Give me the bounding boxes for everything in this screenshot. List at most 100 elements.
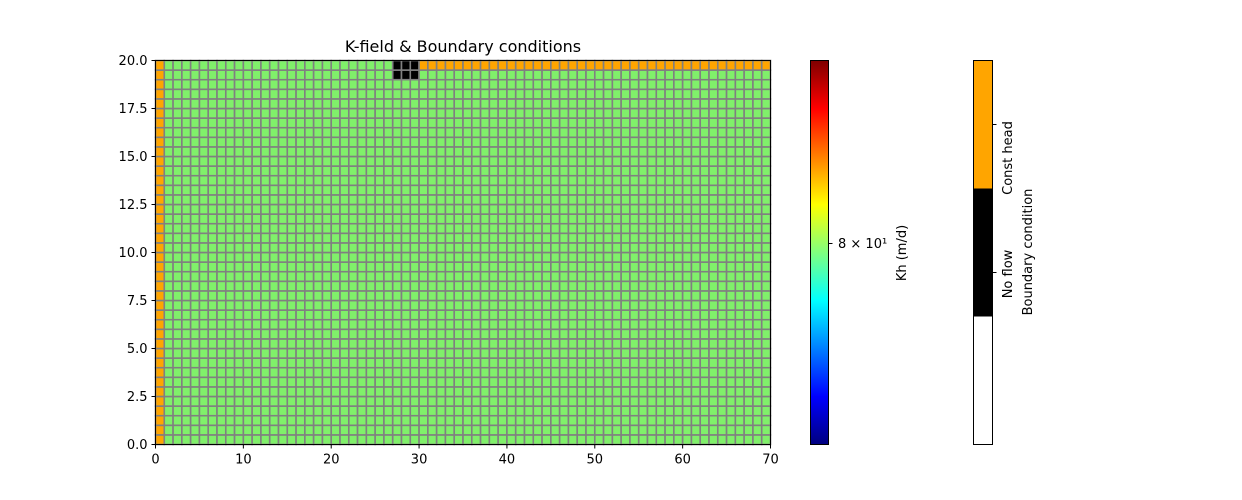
grid-cell: [198, 405, 210, 417]
grid-cell: [620, 155, 631, 167]
grid-cell: [163, 270, 174, 283]
grid-cells: [154, 59, 772, 446]
grid-cell: [567, 338, 579, 350]
grid-cell: [558, 126, 570, 139]
grid-cell: [708, 309, 719, 321]
grid-cell: [611, 126, 622, 139]
grid-cell: [427, 395, 438, 407]
grid-cell: [330, 59, 341, 71]
grid-cell: [321, 405, 333, 417]
grid-cell: [339, 309, 350, 321]
grid-cell: [198, 98, 210, 110]
grid-cell: [664, 136, 675, 148]
grid-cell: [312, 338, 324, 350]
grid-cell: [391, 165, 403, 177]
grid-cell: [383, 59, 394, 71]
grid-cell: [488, 98, 499, 110]
grid-cell: [629, 434, 640, 446]
grid-cell: [286, 424, 297, 436]
grid-cell: [462, 165, 473, 177]
grid-cell: [295, 280, 306, 292]
grid-cell: [286, 405, 297, 417]
grid-cell: [532, 146, 543, 158]
grid-cell: [418, 347, 429, 359]
grid-cell: [330, 165, 341, 177]
grid-cell: [312, 213, 324, 225]
grid-cell: [242, 165, 253, 177]
grid-cell: [497, 424, 508, 436]
grid-cell: [725, 366, 737, 379]
grid-cell: [233, 280, 245, 292]
grid-cell: [233, 261, 245, 273]
grid-cell: [532, 424, 543, 436]
grid-cell: [321, 98, 333, 110]
grid-cell: [374, 280, 385, 292]
grid-cell: [743, 424, 754, 436]
grid-cell: [321, 222, 333, 235]
grid-cell: [418, 318, 429, 331]
grid-cell: [506, 69, 517, 81]
grid-cell: [725, 184, 737, 196]
grid-cell: [699, 299, 710, 311]
grid-cell: [550, 242, 561, 254]
y-tick-label: 2.5: [127, 390, 148, 405]
grid-cell: [506, 357, 517, 369]
grid-cell: [558, 184, 570, 196]
grid-cell: [690, 251, 702, 263]
grid-cell: [198, 290, 210, 302]
grid-cell: [277, 222, 289, 235]
grid-cell: [216, 213, 227, 225]
grid-cell: [251, 395, 262, 407]
grid-cell: [418, 251, 429, 263]
grid-cell: [189, 117, 201, 129]
grid-cell: [286, 107, 297, 119]
grid-cell: [347, 395, 359, 407]
grid-cell: [427, 117, 438, 129]
grid-cell: [304, 386, 315, 398]
grid-cell: [760, 357, 772, 369]
grid-cell: [550, 155, 561, 167]
grid-cell: [567, 184, 579, 196]
grid-cell: [251, 155, 262, 167]
grid-cell: [409, 251, 420, 263]
grid-cell: [374, 59, 385, 71]
grid-cell: [189, 59, 201, 71]
grid-cell: [356, 203, 368, 215]
grid-cell-const-head: [154, 78, 166, 91]
grid-cell: [532, 98, 543, 110]
grid-cell: [391, 184, 403, 196]
grid-cell: [681, 98, 693, 110]
grid-cell: [576, 251, 587, 263]
grid-cell: [620, 434, 631, 446]
grid-cell-const-head: [576, 59, 587, 71]
grid-cell: [233, 165, 245, 177]
grid-cell: [207, 146, 218, 158]
grid-cell: [637, 78, 649, 91]
grid-cell: [655, 213, 666, 225]
grid-cell: [479, 222, 491, 235]
grid-cell: [295, 309, 306, 321]
grid-cell: [541, 309, 552, 321]
grid-cell: [198, 424, 210, 436]
grid-cell: [558, 155, 570, 167]
grid-cell: [260, 251, 271, 263]
grid-cell: [629, 88, 640, 100]
grid-cell: [470, 184, 482, 196]
grid-cell: [163, 155, 174, 167]
grid-cell: [532, 174, 543, 187]
grid-cell: [400, 88, 412, 100]
grid-cell: [181, 222, 192, 235]
grid-cell: [216, 357, 227, 369]
grid-cell: [356, 222, 368, 235]
grid-cell: [418, 78, 429, 91]
grid-cell: [453, 203, 464, 215]
grid-cell: [339, 347, 350, 359]
grid-cell: [470, 78, 482, 91]
grid-cell: [760, 338, 772, 350]
grid-cell: [673, 126, 684, 139]
grid-cell: [506, 280, 517, 292]
grid-cell: [321, 328, 333, 340]
grid-cell: [576, 174, 587, 187]
grid-cell: [541, 270, 552, 283]
grid-cell: [163, 434, 174, 446]
